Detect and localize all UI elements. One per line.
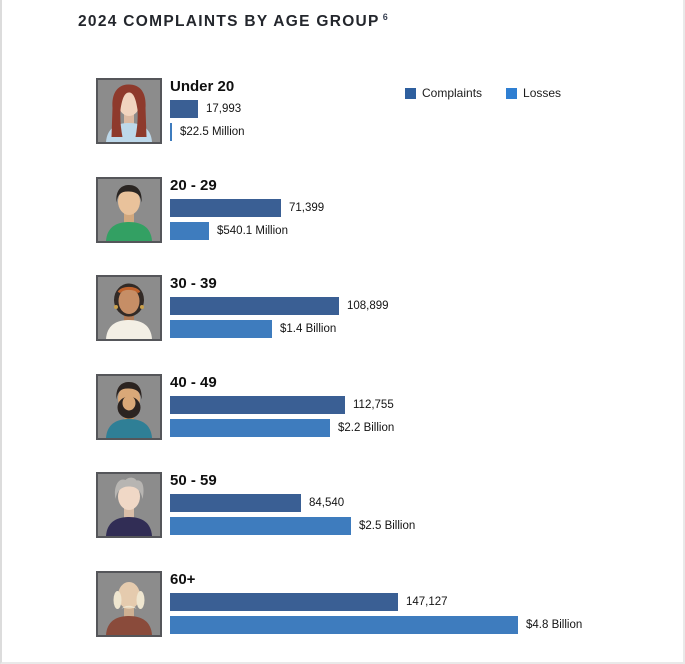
losses-bar-line: $2.2 Billion bbox=[170, 419, 394, 437]
losses-value: $2.5 Billion bbox=[359, 520, 416, 532]
complaints-bar-line: 17,993 bbox=[170, 100, 245, 118]
chart-legend: Complaints Losses bbox=[405, 86, 561, 100]
complaints-bar-line: 147,127 bbox=[170, 593, 582, 611]
person-icon bbox=[98, 277, 160, 339]
complaints-swatch-icon bbox=[405, 87, 416, 99]
complaints-value: 84,540 bbox=[309, 497, 345, 509]
age-group-row-30-39: 30 - 39 108,899 $1.4 Billion bbox=[96, 275, 389, 343]
age-group-row-40-49: 40 - 49 112,755 $2.2 Billion bbox=[96, 374, 394, 442]
age-group-row-20-29: 20 - 29 71,399 $540.1 Million bbox=[96, 177, 324, 245]
losses-bar-line: $1.4 Billion bbox=[170, 320, 389, 338]
age-group-row-60-: 60+ 147,127 $4.8 Billion bbox=[96, 571, 582, 639]
losses-value: $2.2 Billion bbox=[338, 422, 395, 434]
age-group-content: 50 - 59 84,540 $2.5 Billion bbox=[170, 472, 415, 540]
complaints-bar-line: 84,540 bbox=[170, 494, 415, 512]
losses-bar bbox=[170, 320, 272, 338]
age-label: Under 20 bbox=[170, 78, 235, 95]
age-group-content: 60+ 147,127 $4.8 Billion bbox=[170, 571, 582, 639]
complaints-bar bbox=[170, 396, 345, 414]
age-group-content: 40 - 49 112,755 $2.2 Billion bbox=[170, 374, 394, 442]
age-group-row-under20: Under 20 17,993 $22.5 Million bbox=[96, 78, 245, 146]
age-label: 60+ bbox=[170, 571, 196, 588]
legend-item-losses: Losses bbox=[506, 86, 561, 100]
complaints-value: 147,127 bbox=[406, 596, 448, 608]
page-title: 2024 COMPLAINTS BY AGE GROUP 6 bbox=[78, 12, 389, 31]
complaints-value: 112,755 bbox=[353, 399, 394, 411]
complaints-bar-line: 108,899 bbox=[170, 297, 389, 315]
person-icon bbox=[98, 179, 160, 241]
complaints-bar bbox=[170, 593, 398, 611]
losses-bar bbox=[170, 517, 351, 535]
losses-bar bbox=[170, 222, 209, 240]
losses-swatch-icon bbox=[506, 87, 518, 99]
complaints-bar-line: 112,755 bbox=[170, 396, 394, 414]
losses-bar-line: $2.5 Billion bbox=[170, 517, 415, 535]
avatar-under20 bbox=[96, 78, 162, 144]
complaints-value: 71,399 bbox=[289, 202, 325, 214]
page-title-text: 2024 COMPLAINTS BY AGE GROUP bbox=[78, 13, 380, 31]
losses-bar bbox=[170, 123, 172, 141]
age-label: 50 - 59 bbox=[170, 472, 217, 489]
age-label: 30 - 39 bbox=[170, 275, 217, 292]
footnote-marker: 6 bbox=[382, 12, 389, 22]
legend-label-losses: Losses bbox=[523, 86, 562, 100]
losses-bar-line: $4.8 Billion bbox=[170, 616, 582, 634]
age-group-content: 30 - 39 108,899 $1.4 Billion bbox=[170, 275, 389, 343]
complaints-bar bbox=[170, 100, 198, 118]
complaints-value: 108,899 bbox=[347, 300, 389, 312]
losses-bar bbox=[170, 419, 330, 437]
losses-bar bbox=[170, 616, 518, 634]
losses-bar-line: $22.5 Million bbox=[170, 123, 245, 141]
avatar-60- bbox=[96, 571, 162, 637]
age-label: 20 - 29 bbox=[170, 177, 217, 194]
age-group-content: 20 - 29 71,399 $540.1 Million bbox=[170, 177, 324, 245]
avatar-30-39 bbox=[96, 275, 162, 341]
complaints-bar bbox=[170, 297, 339, 315]
losses-bar-line: $540.1 Million bbox=[170, 222, 324, 240]
avatar-40-49 bbox=[96, 374, 162, 440]
age-label: 40 - 49 bbox=[170, 374, 217, 391]
person-icon bbox=[98, 573, 160, 635]
legend-label-complaints: Complaints bbox=[422, 86, 483, 100]
avatar-50-59 bbox=[96, 472, 162, 538]
avatar-20-29 bbox=[96, 177, 162, 243]
age-group-row-50-59: 50 - 59 84,540 $2.5 Billion bbox=[96, 472, 415, 540]
person-icon bbox=[98, 376, 160, 438]
complaints-bar bbox=[170, 199, 281, 217]
complaints-bar-line: 71,399 bbox=[170, 199, 324, 217]
legend-item-complaints: Complaints bbox=[405, 86, 482, 100]
complaints-value: 17,993 bbox=[206, 103, 242, 115]
age-group-content: Under 20 17,993 $22.5 Million bbox=[170, 78, 245, 146]
person-icon bbox=[98, 474, 160, 536]
losses-value: $540.1 Million bbox=[217, 225, 288, 237]
person-icon bbox=[98, 80, 160, 142]
losses-value: $1.4 Billion bbox=[280, 323, 337, 335]
complaints-bar bbox=[170, 494, 301, 512]
losses-value: $4.8 Billion bbox=[526, 619, 583, 631]
losses-value: $22.5 Million bbox=[180, 126, 245, 138]
